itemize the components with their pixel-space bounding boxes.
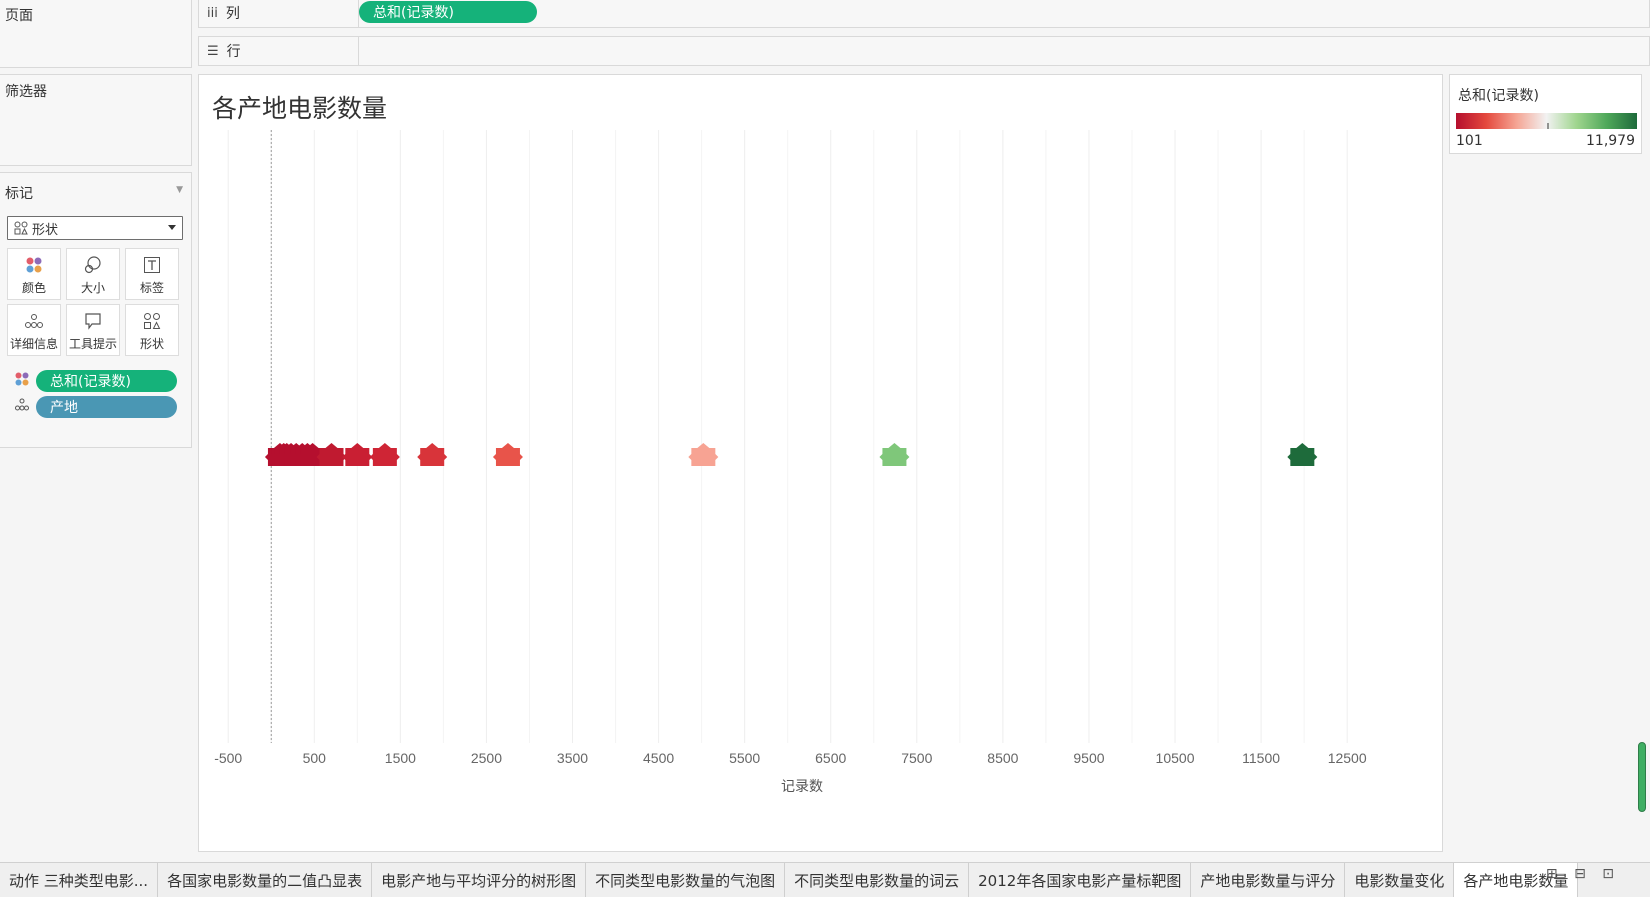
label-label: 标签 [139,281,164,295]
pages-shelf[interactable]: 页面 [0,0,192,68]
color-encoding-icon [15,372,29,386]
x-tick-label: -500 [214,750,242,766]
x-tick-label: 7500 [901,750,932,766]
color-legend[interactable]: 总和(记录数) 101 11,979 [1449,74,1642,154]
columns-label: 列 [225,6,240,22]
sheet-tab[interactable]: 不同类型电影数量的词云 [785,863,970,897]
x-tick-label: 6500 [815,750,846,766]
text-icon [144,257,160,273]
marks-title: 标记 [5,186,33,202]
detail-encoding-icon [15,398,29,411]
mark-type-dropdown[interactable]: 形状 [7,216,183,240]
color-button[interactable]: 颜色 [7,248,61,300]
tooltip-icon [85,313,101,330]
tooltip-button[interactable]: 工具提示 [66,304,120,356]
x-tick-label: 4500 [643,750,674,766]
x-tick-label: 8500 [987,750,1018,766]
size-label: 大小 [80,281,105,295]
rows-shelf-label: ☰ 行 [199,37,359,65]
legend-gradient-bar [1456,113,1637,129]
data-point[interactable] [342,443,373,466]
filters-shelf[interactable]: 筛选器 [0,74,192,166]
legend-min: 101 [1456,133,1483,149]
pages-title: 页面 [5,8,33,24]
x-tick-label: 10500 [1156,750,1195,766]
data-point[interactable] [417,443,448,466]
shape-icon [14,221,28,235]
x-tick-label: 2500 [471,750,502,766]
sheet-tab[interactable]: 产地电影数量与评分 [1191,863,1346,897]
x-tick-label: 11500 [1242,750,1280,766]
tooltip-label: 工具提示 [68,337,117,351]
sheet-tab[interactable]: 电影产地与平均评分的树形图 [372,863,587,897]
label-button[interactable]: 标签 [125,248,179,300]
data-point[interactable] [879,443,910,466]
filters-title: 筛选器 [5,84,47,100]
rows-shelf[interactable]: ☰ 行 [198,36,1650,66]
marks-menu-caret-icon[interactable]: ▼ [176,185,183,195]
legend-title: 总和(记录数) [1458,88,1539,104]
detail-icon [25,314,43,328]
sheet-tab[interactable]: 动作 三种类型电影... [0,863,159,897]
x-tick-label: 5500 [729,750,760,766]
point-layer [264,443,1318,466]
columns-pill[interactable]: 总和(记录数) [359,1,537,23]
size-button[interactable]: 大小 [66,248,120,300]
data-point[interactable] [688,443,719,466]
data-point[interactable] [492,443,523,466]
sheet-tab[interactable]: 2012年各国家电影产量标靶图 [969,863,1192,897]
data-point[interactable] [316,443,347,466]
color-icon [26,257,42,273]
chart-view: 各产地电影数量 -500 500 1500 2500 3500 4500 5500 6500 7… [198,74,1443,852]
sheet-tab[interactable]: 各产地电影数量 [1454,863,1579,897]
columns-shelf-label: iii 列 [199,0,359,27]
vertical-scrollbar[interactable] [1638,742,1646,812]
sheet-tabs: 动作 三种类型电影... 各国家电影数量的二值凸显表 电影产地与平均评分的树形图 不同… [0,862,1650,897]
grid-layer [227,130,1348,743]
x-tick-label: 3500 [557,750,588,766]
x-axis-ticks: -500 500 1500 2500 3500 4500 5500 6500 7500 8500 9… [214,750,1367,766]
rows-label: 行 [226,44,241,60]
x-tick-label: 9500 [1073,750,1104,766]
scatter-chart: -500 500 1500 2500 3500 4500 5500 6500 7500 8500 9… [214,130,1367,794]
marks-card: 标记 ▼ 形状 颜色 大小 标签 详细信息 [0,172,192,448]
sheet-tab[interactable]: 电影数量变化 [1345,863,1455,897]
columns-shelf[interactable]: iii 列 总和(记录数) [198,0,1650,28]
detail-label: 详细信息 [9,337,58,351]
columns-icon: iii [207,5,218,21]
size-icon [84,256,101,274]
x-tick-label: 12500 [1328,750,1367,766]
detail-button[interactable]: 详细信息 [7,304,61,356]
sheet-tab[interactable]: 不同类型电影数量的气泡图 [586,863,786,897]
shape-label: 形状 [139,337,164,351]
detail-pill[interactable]: 产地 [36,396,177,418]
shape-icon [144,313,161,329]
shape-button[interactable]: 形状 [125,304,179,356]
data-point[interactable] [1287,443,1318,466]
x-axis-label: 记录数 [781,778,823,794]
data-point[interactable] [369,443,400,466]
color-label: 颜色 [21,281,46,295]
x-tick-label: 500 [303,750,327,766]
sheet-title: 各产地电影数量 [212,94,388,123]
mark-type-value: 形状 [32,222,59,238]
chevron-down-icon [168,225,176,230]
sheet-tab[interactable]: 各国家电影数量的二值凸显表 [158,863,373,897]
rows-icon: ☰ [207,43,219,59]
x-tick-label: 1500 [385,750,416,766]
tab-tools[interactable]: ⊞ ⊟ ⊡ [1545,866,1620,882]
color-pill[interactable]: 总和(记录数) [36,370,177,392]
legend-max: 11,979 [1586,133,1635,149]
